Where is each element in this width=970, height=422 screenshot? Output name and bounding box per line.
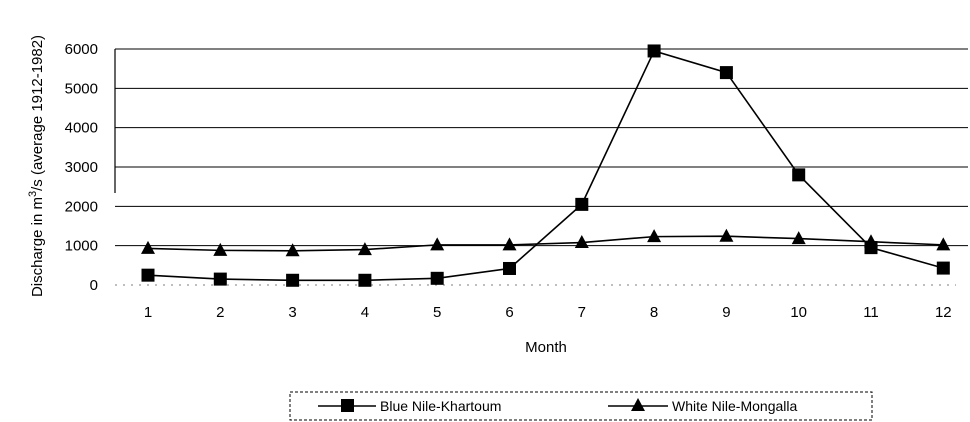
data-point-square [503,261,516,275]
data-point-square [575,197,589,211]
y-axis-title-part-2: /s (average 1912-1982) [29,35,46,191]
data-point-square [213,272,227,286]
legend-box [289,391,873,421]
series-line-blue-nile [147,50,944,282]
y-axis-title: Discharge in m3/s (average 1912-1982) [27,35,46,297]
gridlines [115,48,968,247]
y-tick-label: 2000 [65,198,98,215]
data-point-triangle [719,228,734,242]
data-point-square [430,271,444,285]
data-point-triangle [285,243,300,257]
data-point-triangle [430,237,445,251]
data-point-square [936,261,950,275]
data-point-square [358,273,372,287]
data-point-square [792,168,806,182]
x-tick-label: 7 [578,304,586,321]
data-point-square [719,66,733,80]
x-tick-label: 5 [433,304,441,321]
y-tick-label: 4000 [65,120,98,137]
x-tick-label: 4 [361,304,369,321]
series-markers [141,44,951,287]
data-point-triangle [141,240,155,254]
data-point-triangle [502,237,517,251]
data-point-triangle [791,231,806,245]
legend-marker-triangle-icon [631,398,645,411]
x-tick-label: 3 [288,304,296,321]
legend: Blue Nile-Khartoum White Nile-Mongalla [289,391,873,421]
y-tick-labels: 0 1000 2000 3000 4000 5000 6000 [65,41,98,294]
y-tick-label: 6000 [65,41,98,58]
y-axis [114,49,956,286]
legend-marker-square-icon [341,399,354,412]
data-point-triangle [864,234,878,248]
x-tick-label: 2 [216,304,224,321]
legend-label-white-nile: White Nile-Mongalla [672,398,797,414]
data-point-triangle [647,229,662,243]
x-tick-labels: 1 2 3 4 5 6 7 8 9 10 11 12 [144,304,952,321]
data-point-triangle [936,237,951,251]
series-lines [147,50,944,282]
x-tick-label: 1 [144,304,152,321]
x-tick-label: 6 [505,304,513,321]
y-tick-label: 3000 [65,159,98,176]
series-line-white-nile [147,235,944,252]
y-tick-label: 5000 [65,80,98,97]
x-axis-title: Month [525,339,567,356]
x-tick-label: 12 [935,304,952,321]
data-point-triangle [574,235,589,249]
x-tick-label: 9 [722,304,730,321]
y-tick-label: 1000 [65,238,98,255]
y-axis-title-part-1: Discharge in m [29,197,46,297]
data-point-triangle [213,242,228,256]
data-point-square [286,273,300,287]
legend-label-blue-nile: Blue Nile-Khartoum [380,398,501,414]
data-point-square [647,44,661,58]
data-point-triangle [357,242,372,256]
x-tick-label: 11 [863,304,879,321]
x-tick-label: 10 [790,304,807,321]
x-tick-label: 8 [650,304,658,321]
y-tick-label: 0 [90,277,98,294]
data-point-square [141,268,155,282]
y-axis-title-superscript: 3 [27,191,39,197]
